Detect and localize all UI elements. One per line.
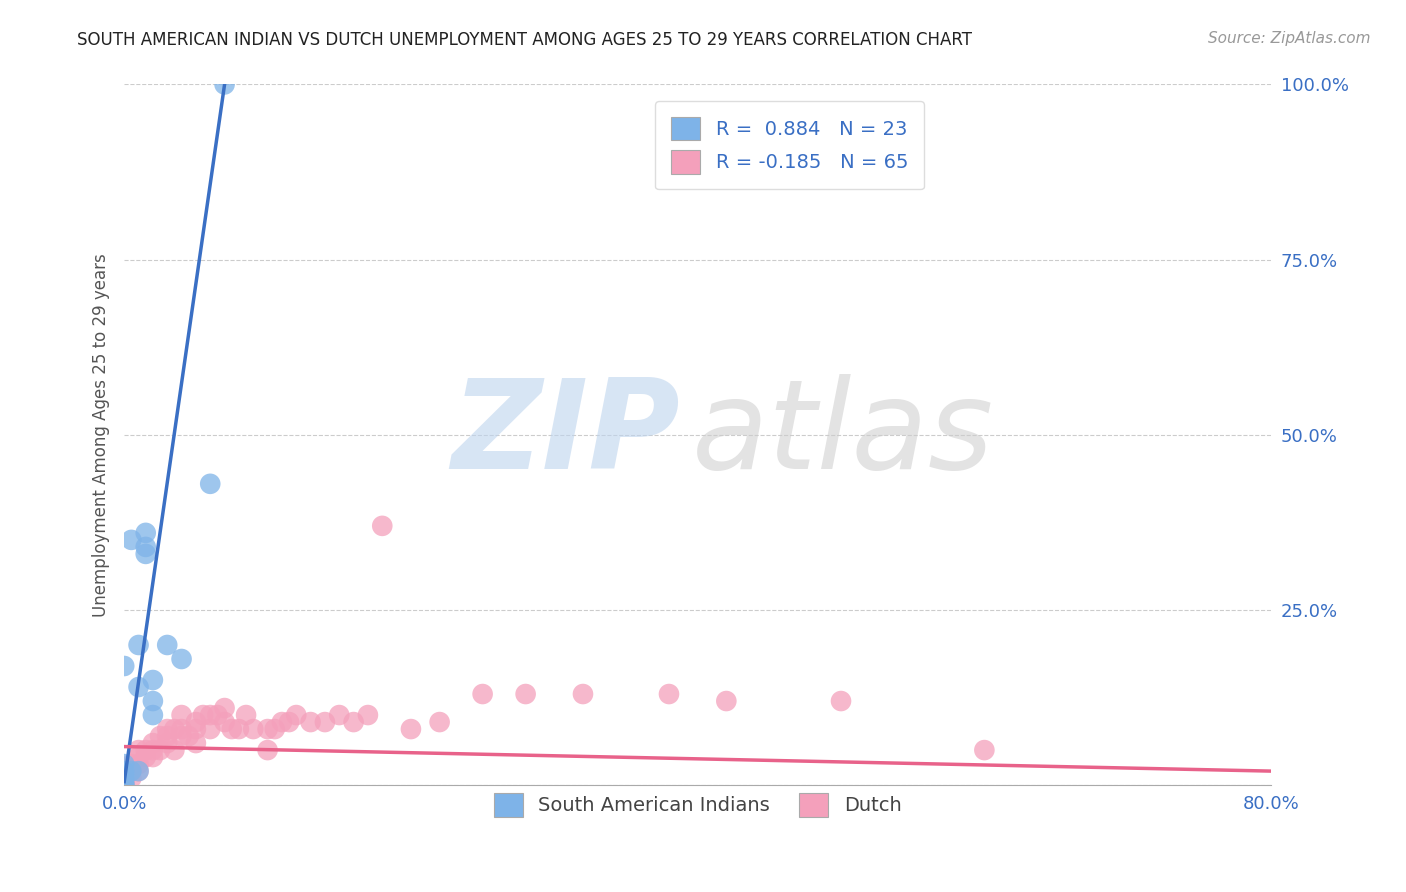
Point: [228, 722, 250, 736]
Point: [328, 708, 350, 723]
Point: [112, 778, 135, 792]
Point: [135, 525, 157, 540]
Point: [156, 722, 179, 736]
Point: [235, 708, 257, 723]
Text: SOUTH AMERICAN INDIAN VS DUTCH UNEMPLOYMENT AMONG AGES 25 TO 29 YEARS CORRELATIO: SOUTH AMERICAN INDIAN VS DUTCH UNEMPLOYM…: [77, 31, 973, 49]
Point: [200, 708, 222, 723]
Point: [149, 743, 172, 757]
Point: [214, 701, 236, 715]
Point: [200, 722, 222, 736]
Point: [184, 714, 207, 729]
Point: [142, 708, 165, 723]
Point: [429, 714, 451, 729]
Text: Source: ZipAtlas.com: Source: ZipAtlas.com: [1208, 31, 1371, 46]
Point: [142, 673, 165, 687]
Point: [112, 659, 135, 673]
Point: [156, 729, 179, 743]
Point: [357, 708, 380, 723]
Point: [184, 722, 207, 736]
Point: [170, 708, 193, 723]
Point: [128, 680, 150, 694]
Point: [191, 708, 214, 723]
Point: [184, 736, 207, 750]
Point: [112, 774, 135, 789]
Point: [142, 694, 165, 708]
Point: [200, 476, 222, 491]
Point: [471, 687, 494, 701]
Point: [371, 519, 394, 533]
Point: [163, 722, 186, 736]
Point: [156, 736, 179, 750]
Point: [112, 767, 135, 781]
Point: [214, 78, 236, 92]
Point: [221, 722, 243, 736]
Point: [830, 694, 852, 708]
Point: [112, 757, 135, 772]
Point: [572, 687, 595, 701]
Point: [135, 547, 157, 561]
Point: [314, 714, 336, 729]
Point: [112, 774, 135, 789]
Point: [170, 652, 193, 666]
Point: [658, 687, 681, 701]
Point: [112, 764, 135, 778]
Point: [271, 714, 294, 729]
Point: [112, 778, 135, 792]
Point: [120, 771, 142, 785]
Point: [207, 708, 229, 723]
Point: [256, 722, 278, 736]
Point: [142, 736, 165, 750]
Point: [170, 722, 193, 736]
Point: [515, 687, 537, 701]
Point: [112, 778, 135, 792]
Point: [342, 714, 364, 729]
Point: [128, 750, 150, 764]
Point: [112, 778, 135, 792]
Point: [256, 743, 278, 757]
Point: [285, 708, 308, 723]
Point: [112, 771, 135, 785]
Point: [142, 750, 165, 764]
Point: [177, 729, 200, 743]
Point: [170, 729, 193, 743]
Point: [973, 743, 995, 757]
Point: [112, 764, 135, 778]
Text: atlas: atlas: [692, 375, 994, 495]
Point: [112, 774, 135, 789]
Point: [128, 757, 150, 772]
Point: [135, 750, 157, 764]
Point: [120, 757, 142, 772]
Point: [299, 714, 322, 729]
Point: [156, 638, 179, 652]
Point: [135, 540, 157, 554]
Point: [112, 771, 135, 785]
Point: [128, 638, 150, 652]
Point: [120, 764, 142, 778]
Point: [112, 778, 135, 792]
Point: [716, 694, 738, 708]
Point: [163, 743, 186, 757]
Point: [120, 764, 142, 778]
Point: [263, 722, 285, 736]
Point: [278, 714, 301, 729]
Point: [120, 533, 142, 547]
Point: [128, 764, 150, 778]
Point: [128, 743, 150, 757]
Point: [142, 743, 165, 757]
Point: [399, 722, 422, 736]
Point: [112, 767, 135, 781]
Point: [149, 729, 172, 743]
Point: [135, 743, 157, 757]
Point: [242, 722, 264, 736]
Text: ZIP: ZIP: [451, 375, 681, 495]
Legend: South American Indians, Dutch: South American Indians, Dutch: [486, 785, 910, 824]
Point: [128, 764, 150, 778]
Y-axis label: Unemployment Among Ages 25 to 29 years: Unemployment Among Ages 25 to 29 years: [93, 253, 110, 616]
Point: [214, 714, 236, 729]
